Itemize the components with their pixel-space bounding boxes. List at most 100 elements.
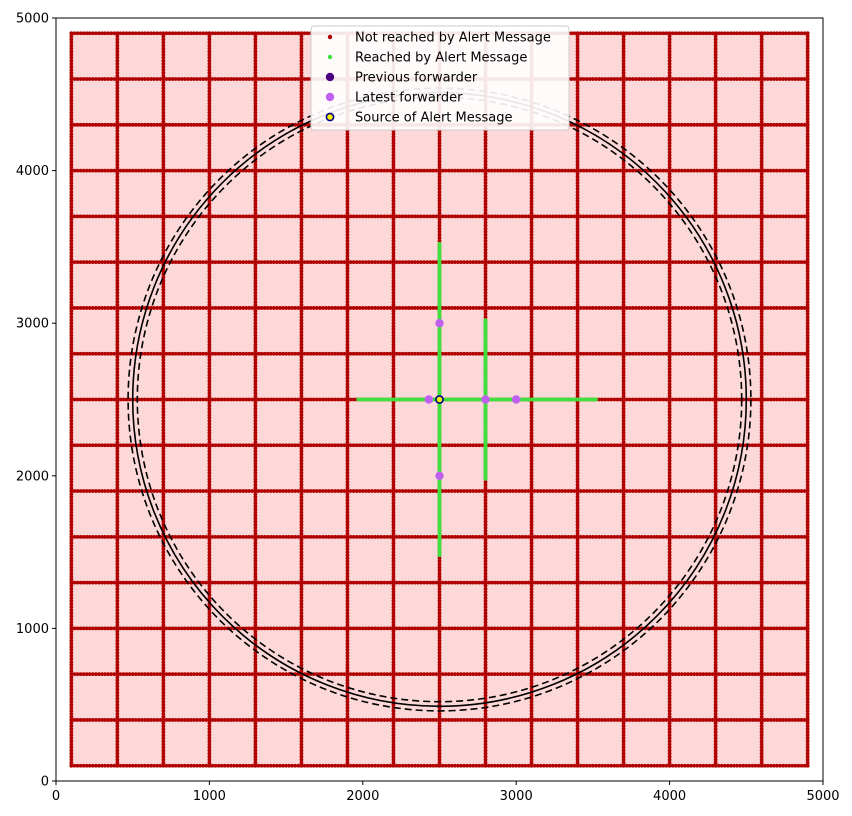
not-reached-point — [345, 583, 350, 588]
not-reached-point — [299, 263, 304, 268]
not-reached-point — [391, 293, 396, 298]
not-reached-point — [207, 129, 212, 133]
not-reached-point — [299, 431, 304, 435]
not-reached-point — [207, 653, 212, 658]
not-reached-point — [115, 223, 120, 228]
not-reached-point — [207, 638, 212, 643]
not-reached-point — [69, 144, 74, 149]
not-reached-point — [253, 745, 258, 750]
not-reached-point — [299, 52, 304, 57]
not-reached-point — [253, 257, 258, 262]
not-reached-point — [115, 74, 120, 78]
not-reached-point — [161, 467, 166, 472]
not-reached-point — [161, 125, 166, 130]
not-reached-point — [207, 480, 212, 484]
not-reached-point — [391, 742, 396, 747]
not-reached-point — [161, 171, 166, 176]
not-reached-point — [391, 721, 396, 725]
not-reached-point — [115, 208, 120, 213]
not-reached-point — [391, 476, 396, 481]
not-reached-point — [253, 617, 258, 622]
not-reached-point — [207, 577, 212, 582]
not-reached-point — [161, 492, 166, 497]
not-reached-point — [345, 187, 350, 191]
not-reached-point — [161, 562, 166, 567]
not-reached-point — [345, 467, 350, 472]
not-reached-point — [115, 522, 120, 527]
not-reached-point — [115, 373, 120, 377]
not-reached-point — [69, 89, 74, 94]
not-reached-point — [69, 409, 74, 414]
not-reached-point — [253, 217, 258, 222]
not-reached-point — [345, 455, 350, 460]
not-reached-point — [115, 321, 120, 326]
not-reached-point — [345, 483, 350, 487]
not-reached-point — [161, 312, 166, 316]
not-reached-point — [253, 211, 258, 216]
not-reached-point — [299, 388, 304, 393]
not-reached-point — [207, 522, 212, 527]
not-reached-point — [161, 159, 166, 164]
not-reached-point — [161, 727, 166, 732]
not-reached-point — [115, 480, 120, 484]
not-reached-point — [253, 583, 258, 588]
not-reached-point — [253, 550, 258, 554]
not-reached-point — [299, 55, 304, 60]
not-reached-point — [207, 119, 212, 124]
not-reached-point — [391, 193, 396, 197]
not-reached-point — [161, 190, 166, 194]
not-reached-point — [69, 544, 74, 548]
not-reached-point — [207, 675, 212, 680]
not-reached-point — [69, 611, 74, 616]
not-reached-point — [115, 690, 120, 695]
not-reached-point — [253, 187, 258, 191]
not-reached-point — [391, 422, 396, 426]
not-reached-point — [207, 46, 212, 51]
not-reached-point — [207, 687, 212, 692]
not-reached-point — [345, 226, 350, 231]
not-reached-point — [69, 370, 74, 374]
not-reached-point — [69, 171, 74, 176]
not-reached-point — [115, 629, 120, 634]
not-reached-point — [253, 290, 258, 295]
not-reached-point — [253, 345, 258, 350]
not-reached-point — [207, 669, 212, 674]
not-reached-point — [345, 290, 350, 295]
not-reached-point — [253, 495, 258, 500]
not-reached-point — [69, 141, 74, 146]
not-reached-point — [299, 461, 304, 466]
not-reached-point — [391, 309, 396, 313]
not-reached-point — [299, 287, 304, 292]
not-reached-point — [115, 58, 120, 63]
not-reached-point — [253, 132, 258, 136]
not-reached-point — [253, 388, 258, 393]
not-reached-point — [115, 119, 120, 124]
not-reached-point — [391, 647, 396, 652]
not-reached-point — [69, 669, 74, 674]
not-reached-point — [69, 302, 74, 307]
not-reached-point — [253, 284, 258, 289]
not-reached-point — [69, 275, 74, 280]
not-reached-point — [299, 37, 304, 42]
not-reached-point — [345, 516, 350, 521]
not-reached-point — [299, 422, 304, 426]
not-reached-point — [207, 357, 212, 362]
not-reached-point — [69, 83, 74, 88]
not-reached-point — [161, 95, 166, 100]
not-reached-point — [115, 342, 120, 347]
not-reached-point — [391, 574, 396, 579]
not-reached-point — [207, 574, 212, 579]
not-reached-point — [299, 406, 304, 411]
not-reached-point — [391, 388, 396, 393]
not-reached-point — [69, 437, 74, 442]
not-reached-point — [253, 492, 258, 497]
not-reached-point — [299, 492, 304, 497]
not-reached-point — [391, 620, 396, 625]
not-reached-point — [253, 599, 258, 603]
not-reached-point — [69, 156, 74, 161]
not-reached-point — [207, 364, 212, 368]
not-reached-point — [115, 190, 120, 194]
not-reached-point — [299, 739, 304, 744]
not-reached-point — [391, 312, 396, 316]
not-reached-point — [115, 428, 120, 432]
